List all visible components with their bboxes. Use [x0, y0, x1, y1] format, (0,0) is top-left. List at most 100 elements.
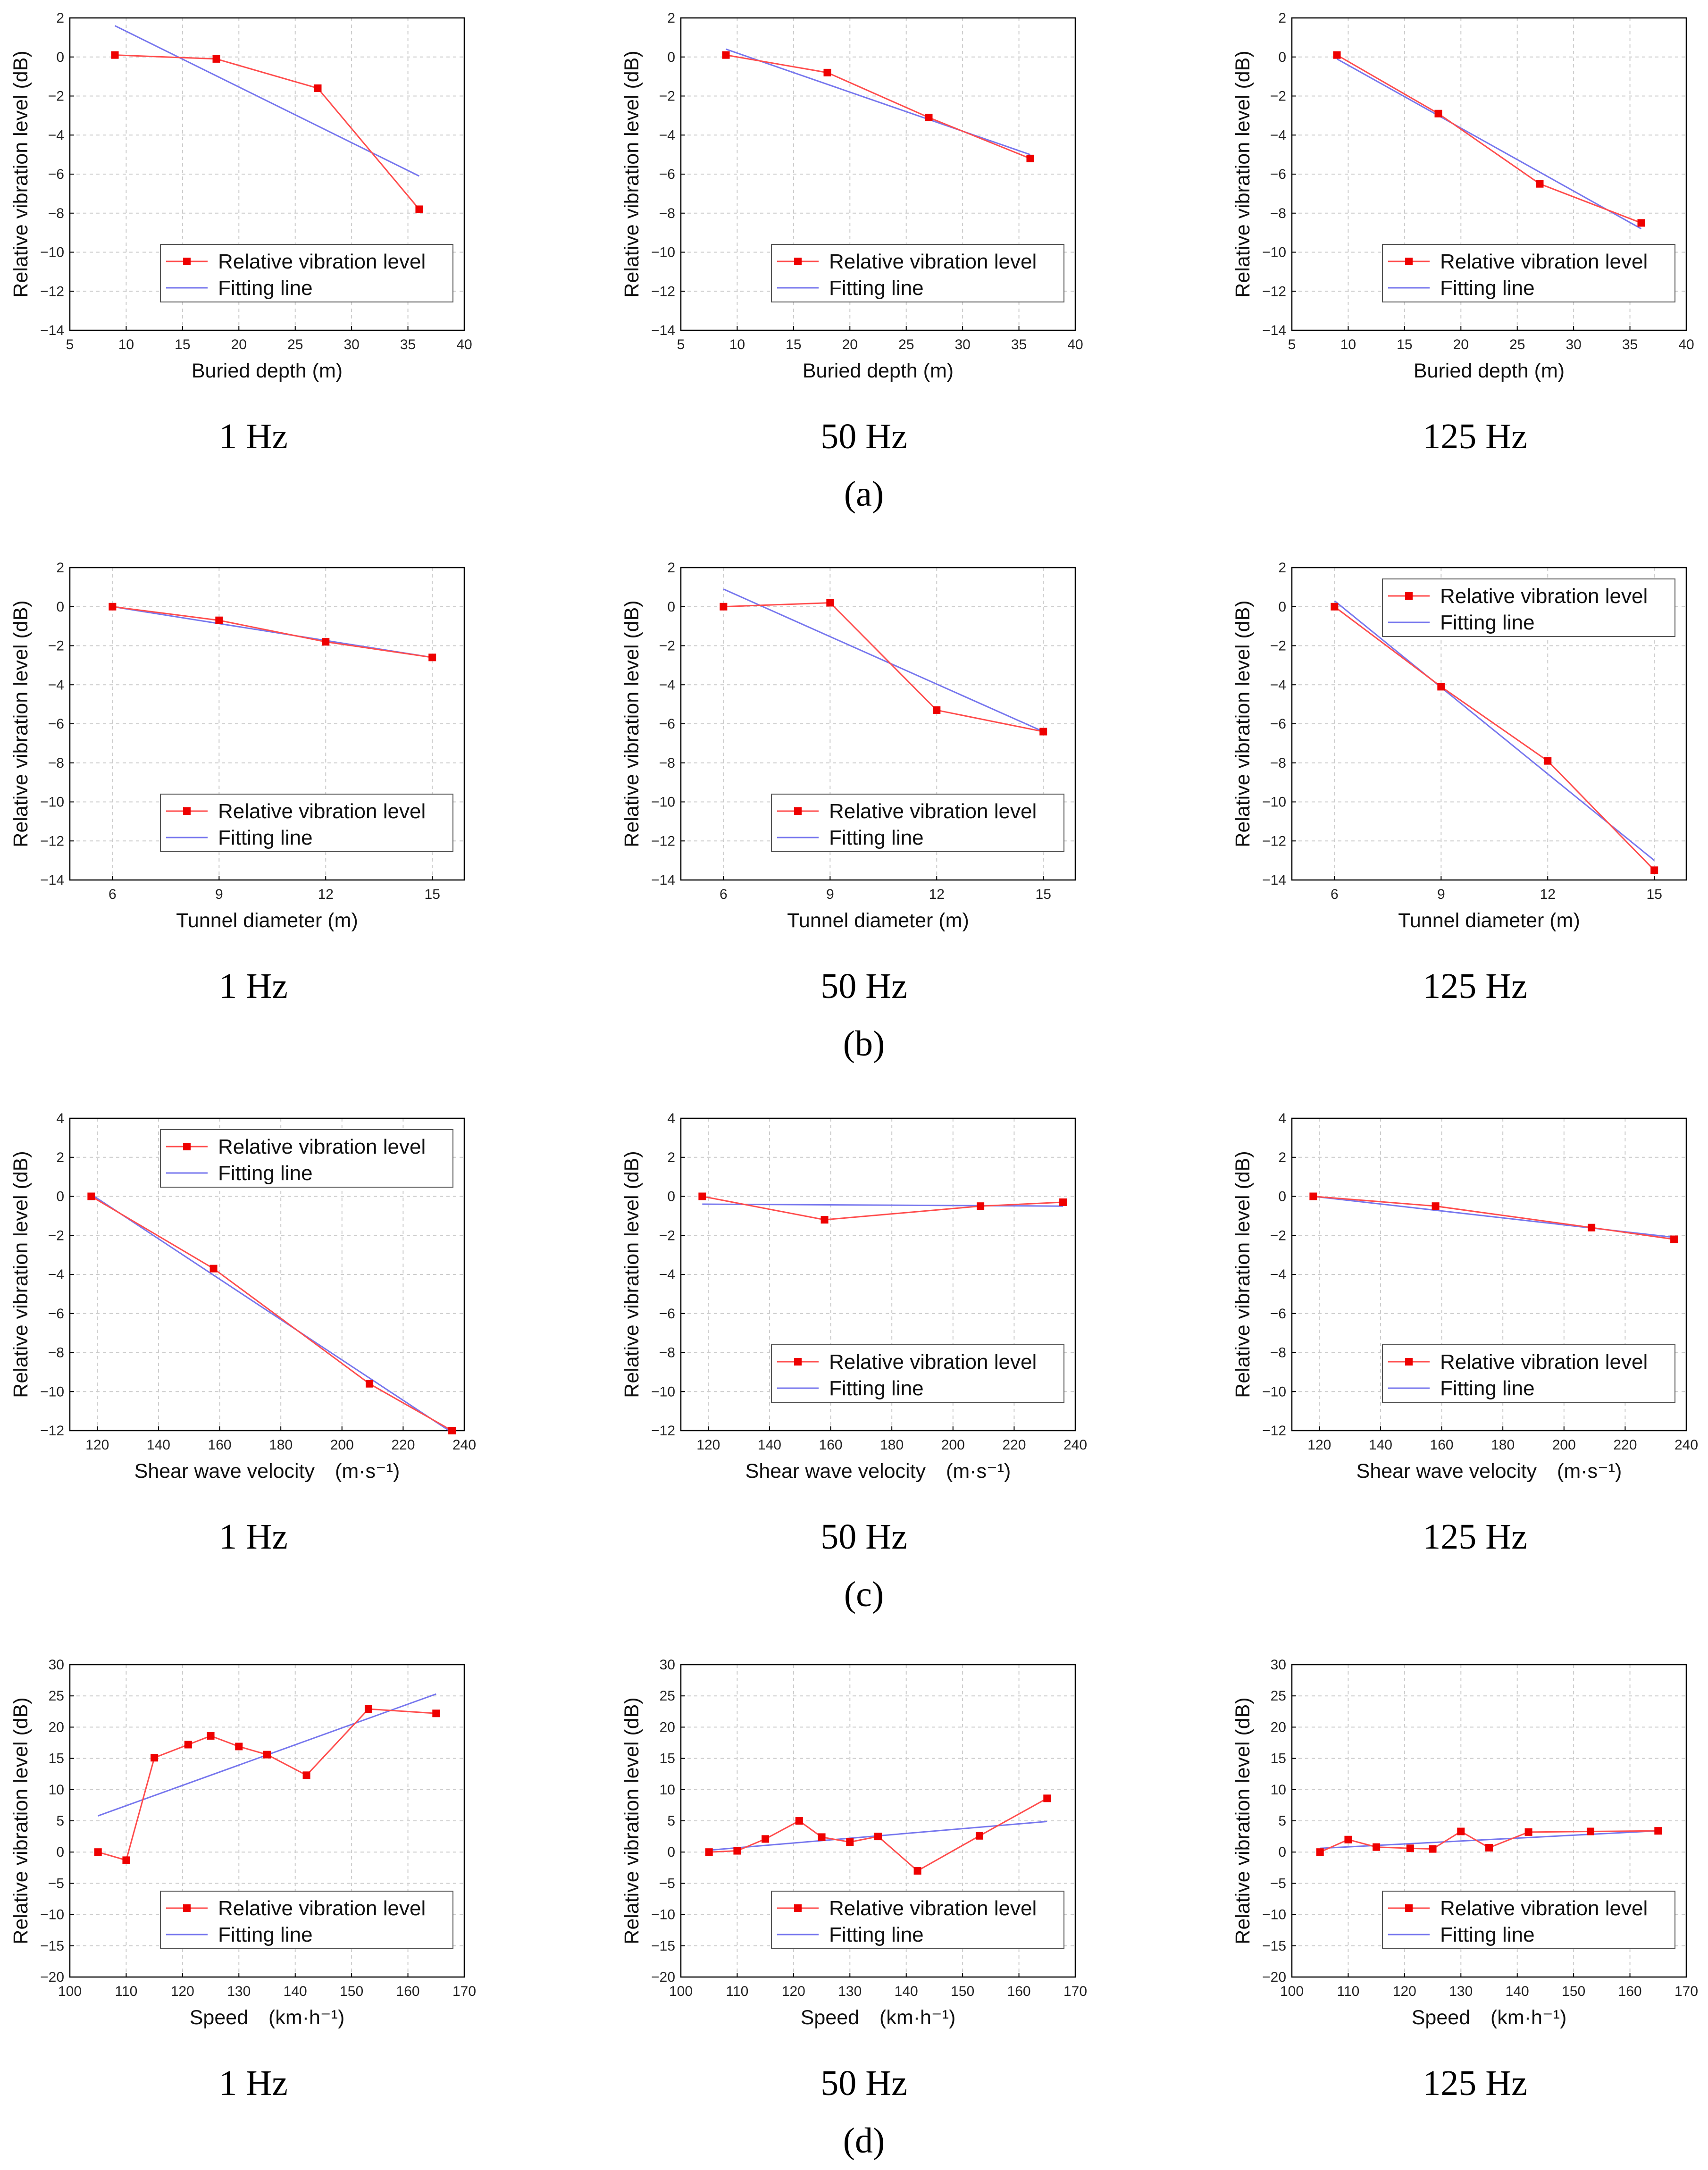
frequency-caption: 50 Hz — [821, 2063, 907, 2103]
x-tick-label: 130 — [838, 1984, 862, 1999]
data-point-marker — [933, 706, 941, 714]
measured-line-series — [723, 602, 1044, 733]
y-tick-label: −8 — [48, 206, 64, 221]
y-axis-title: Relative vibration level (dB) — [9, 50, 32, 297]
frequency-caption: 125 Hz — [1423, 1517, 1527, 1557]
y-tick-label: 5 — [667, 1813, 675, 1829]
panel-c-3: 120 140 160 180 200 220 240 4 2 0 −2 −4 −6 −8 −10 −12 Sh… — [1231, 1111, 1698, 1557]
y-tick-label: −15 — [40, 1938, 64, 1954]
legend-frame — [160, 244, 453, 302]
x-tick-label: 110 — [115, 1984, 138, 1999]
y-tick-label: −5 — [48, 1876, 64, 1891]
measured-line-series — [726, 54, 1031, 159]
fitting-line-series — [702, 1203, 1063, 1207]
y-tick-label: −14 — [1262, 323, 1286, 338]
panel-b-2: 6 9 12 15 2 0 −2 −4 −6 −8 −10 −12 −14 Tunnel diameter… — [620, 560, 1076, 1006]
x-tick-label: 30 — [954, 337, 970, 352]
x-tick-label: 240 — [1675, 1437, 1698, 1453]
data-point-marker — [1637, 219, 1645, 227]
y-axis-title: Relative vibration level (dB) — [620, 1151, 643, 1398]
y-axis-title: Relative vibration level (dB) — [9, 1697, 32, 1944]
y-tick-label: −12 — [40, 833, 64, 849]
fitting-line-series — [726, 48, 1030, 156]
y-tick-label: −8 — [48, 755, 64, 771]
x-tick-label: 6 — [109, 887, 117, 902]
x-tick-label: 10 — [729, 337, 745, 352]
x-tick-label: 25 — [287, 337, 303, 352]
y-axis-title: Relative vibration level (dB) — [620, 50, 643, 297]
data-point-marker — [1670, 1235, 1678, 1243]
y-tick-label: −12 — [1262, 833, 1286, 849]
x-tick-label: 20 — [842, 337, 858, 352]
data-point-marker — [1373, 1843, 1381, 1851]
data-point-marker — [1437, 683, 1445, 691]
data-point-marker — [122, 1856, 130, 1864]
data-point-marker — [698, 1192, 706, 1200]
data-point-marker — [720, 603, 728, 611]
x-tick-label: 140 — [1506, 1984, 1529, 1999]
x-tick-label: 180 — [880, 1437, 904, 1453]
panel-a-2: 5 10 15 20 25 30 35 4020−2−4−6−8−10−12−14Buried… — [620, 10, 1083, 456]
data-point-marker — [314, 84, 322, 92]
y-tick-label: −12 — [651, 1423, 675, 1439]
legend-fit-label: Fitting line — [1440, 1923, 1535, 1946]
y-tick-label: 30 — [49, 1657, 64, 1673]
data-point-marker — [1059, 1198, 1067, 1206]
y-tick-label: 20 — [1271, 1719, 1286, 1735]
data-point-marker — [432, 1709, 440, 1718]
x-tick-label: 200 — [941, 1437, 965, 1453]
data-point-marker — [448, 1427, 456, 1434]
legend-measured-label: Relative vibration level — [829, 800, 1037, 823]
x-tick-label: 170 — [1675, 1984, 1698, 1999]
data-point-marker — [322, 638, 330, 646]
legend-fit-label: Fitting line — [829, 276, 924, 300]
data-point-marker — [762, 1835, 770, 1843]
y-tick-label: −14 — [651, 872, 675, 888]
x-tick-label: 9 — [826, 887, 834, 902]
y-tick-label: −12 — [40, 1423, 64, 1439]
legend-frame — [771, 1344, 1064, 1403]
legend-frame — [1382, 1891, 1675, 1949]
legend-measured-label: Relative vibration level — [218, 1135, 426, 1158]
data-point-marker — [87, 1192, 95, 1200]
data-point-marker — [209, 1265, 218, 1273]
y-tick-label: 5 — [56, 1813, 64, 1829]
legend-fit-label: Fitting line — [1440, 1377, 1535, 1400]
y-tick-label: 20 — [49, 1719, 64, 1735]
y-axis-title: Relative vibration level (dB) — [9, 1151, 32, 1398]
legend-frame — [771, 244, 1064, 302]
x-axis-title: Tunnel diameter (m) — [787, 909, 969, 932]
x-tick-label: 130 — [227, 1984, 251, 1999]
x-axis-title: Tunnel diameter (m) — [176, 909, 358, 932]
data-point-marker — [795, 1817, 803, 1825]
y-tick-label: −2 — [1270, 89, 1286, 104]
y-tick-label: 4 — [56, 1111, 64, 1126]
y-tick-label: −4 — [659, 1267, 675, 1282]
x-tick-label: 25 — [1509, 337, 1525, 352]
legend-measured-marker — [183, 258, 191, 265]
legend-frame — [160, 1891, 453, 1949]
y-tick-label: −12 — [651, 284, 675, 299]
legend-measured-marker — [1405, 592, 1413, 600]
y-tick-label: −8 — [659, 1345, 675, 1361]
y-tick-label: 0 — [56, 50, 64, 65]
x-tick-label: 9 — [1437, 887, 1445, 902]
frequency-caption: 125 Hz — [1423, 417, 1527, 456]
legend-measured-marker — [794, 258, 802, 265]
y-tick-label: −6 — [659, 1306, 675, 1322]
y-tick-label: 20 — [660, 1719, 675, 1735]
data-point-marker — [1333, 51, 1341, 59]
measured-line-series — [709, 1798, 1048, 1872]
measured-line-series — [112, 606, 433, 658]
y-tick-label: −5 — [1270, 1876, 1286, 1891]
data-point-marker — [207, 1732, 215, 1740]
x-tick-label: 15 — [425, 887, 440, 902]
x-tick-label: 40 — [1678, 337, 1694, 352]
fitting-line-series — [1336, 58, 1642, 230]
x-tick-label: 220 — [391, 1437, 415, 1453]
legend-measured-label: Relative vibration level — [829, 1350, 1037, 1374]
data-point-marker — [977, 1202, 985, 1210]
x-tick-label: 35 — [400, 337, 416, 352]
x-tick-label: 140 — [895, 1984, 918, 1999]
legend-fit-label: Fitting line — [218, 826, 313, 849]
